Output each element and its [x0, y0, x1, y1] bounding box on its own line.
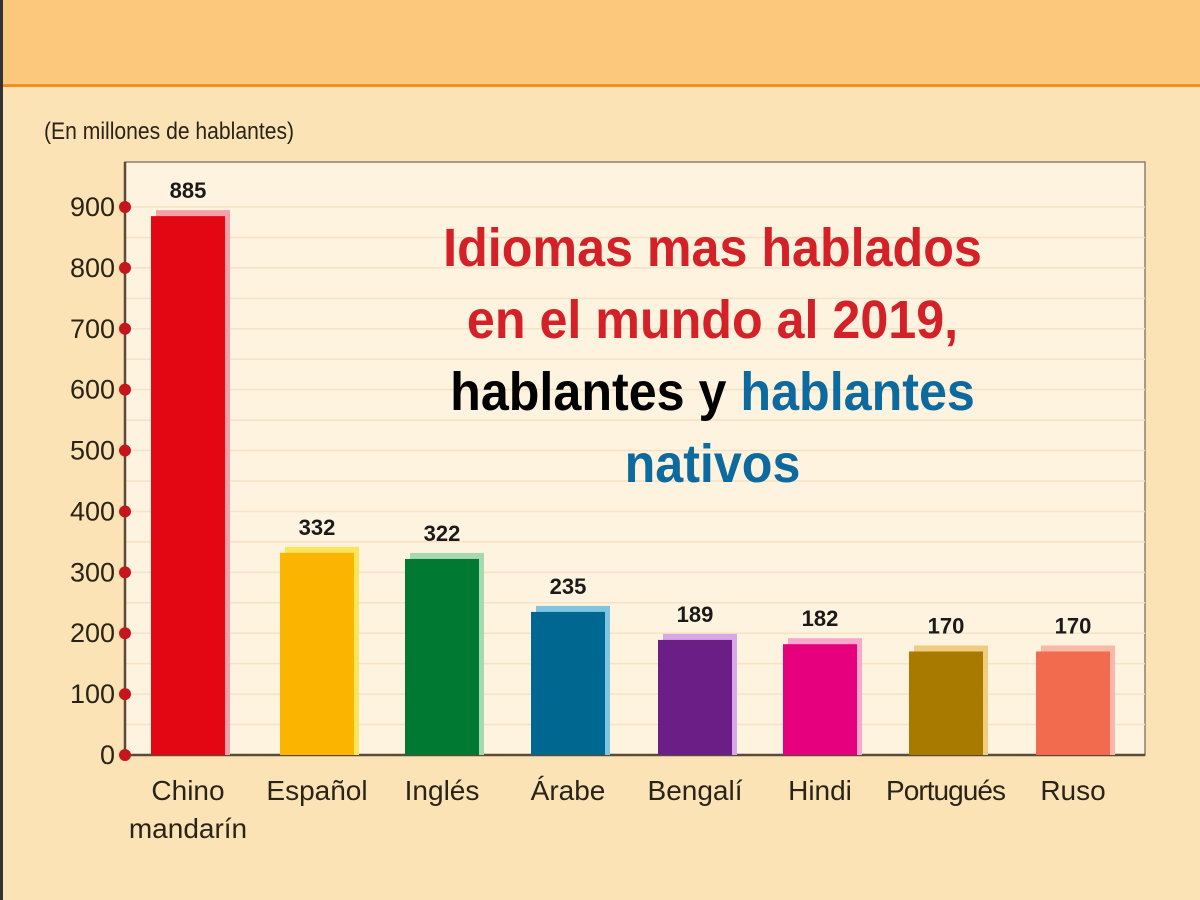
x-tick-label: Portugués — [886, 775, 1006, 806]
bar — [783, 644, 857, 755]
y-tick-marker — [119, 261, 131, 274]
bar — [531, 611, 605, 755]
y-tick-marker — [119, 322, 131, 335]
data-label: 189 — [677, 602, 714, 627]
y-tick-marker — [119, 201, 131, 213]
x-tick-label: Chino — [151, 775, 224, 806]
data-label: 170 — [928, 613, 965, 638]
x-tick-label: Ruso — [1040, 775, 1105, 806]
x-tick-label: Árabe — [531, 775, 606, 806]
bar — [280, 552, 354, 755]
title-text: Idiomas mas hablados — [443, 218, 982, 278]
y-tick-marker — [119, 444, 131, 457]
title-text: hablantes y — [450, 362, 741, 422]
x-tick-label: Hindi — [788, 775, 852, 806]
y-tick-label: 500 — [70, 436, 115, 466]
title-text: hablantes — [740, 362, 975, 422]
y-axis-label: (En millones de hablantes) — [44, 118, 295, 145]
x-tick-label: mandarín — [129, 813, 247, 844]
title-line: en el mundo al 2019, — [403, 284, 1021, 356]
chart-title: Idiomas mas hablados en el mundo al 2019,… — [403, 212, 1021, 500]
y-tick-marker — [119, 383, 131, 396]
y-tick-label: 900 — [70, 192, 115, 222]
y-tick-label: 200 — [70, 618, 115, 648]
data-label: 235 — [550, 574, 587, 599]
y-tick-label: 400 — [70, 496, 115, 526]
y-tick-marker — [119, 566, 131, 579]
bar — [1036, 651, 1110, 755]
data-label: 332 — [299, 515, 336, 540]
y-tick-marker — [119, 688, 131, 701]
title-text: en el mundo al 2019, — [466, 290, 959, 350]
bar — [658, 639, 732, 755]
header-band — [0, 0, 1200, 87]
bar — [909, 651, 983, 755]
x-tick-label: Inglés — [405, 775, 480, 806]
title-line: Idiomas mas hablados — [403, 212, 1021, 284]
y-tick-marker — [119, 627, 131, 640]
y-tick-label: 700 — [70, 314, 115, 344]
y-tick-label: 800 — [70, 253, 115, 283]
y-tick-label: 100 — [70, 679, 115, 709]
y-tick-label: 300 — [70, 557, 115, 587]
x-tick-label: Español — [266, 775, 367, 806]
y-tick-label: 600 — [70, 375, 115, 405]
bar — [405, 558, 479, 755]
y-tick-marker — [119, 505, 131, 518]
left-border — [0, 0, 3, 900]
data-label: 322 — [424, 521, 461, 546]
bar — [151, 216, 225, 756]
data-label: 885 — [170, 178, 207, 203]
x-tick-label: Bengalí — [648, 775, 743, 806]
data-label: 182 — [802, 606, 839, 631]
data-label: 170 — [1055, 613, 1092, 638]
y-tick-marker — [119, 749, 131, 761]
y-tick-label: 0 — [100, 740, 115, 770]
title-line: hablantes y hablantes — [403, 356, 1021, 428]
title-line: nativos — [403, 428, 1021, 500]
title-text: nativos — [624, 434, 801, 494]
